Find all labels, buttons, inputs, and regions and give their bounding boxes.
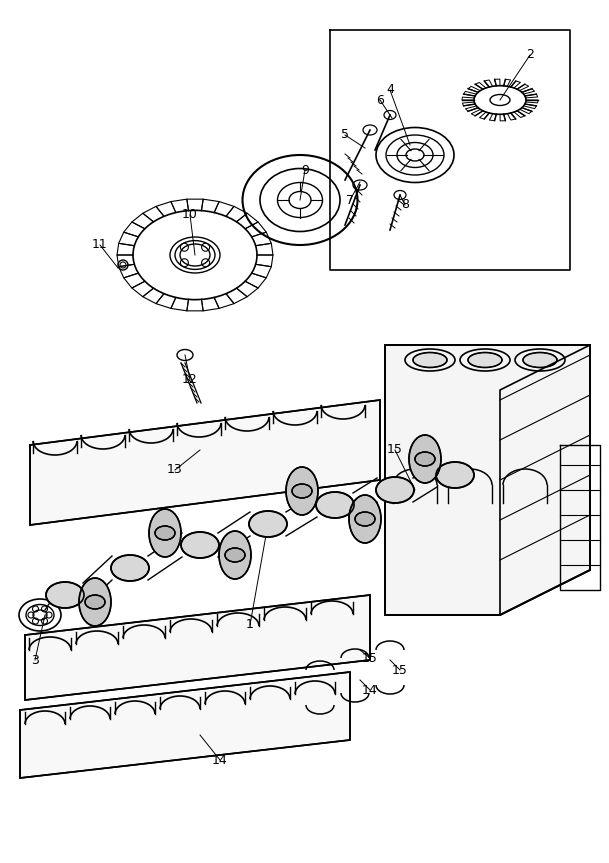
Text: 14: 14 <box>212 753 228 766</box>
Ellipse shape <box>292 484 312 498</box>
Ellipse shape <box>523 352 557 368</box>
Text: 10: 10 <box>182 209 198 222</box>
Ellipse shape <box>85 595 105 609</box>
Ellipse shape <box>413 352 447 368</box>
Text: 4: 4 <box>386 84 394 97</box>
Text: 3: 3 <box>31 653 39 666</box>
Text: 8: 8 <box>401 198 409 211</box>
Ellipse shape <box>111 555 149 581</box>
Text: 15: 15 <box>387 444 403 457</box>
Text: 5: 5 <box>341 129 349 142</box>
Ellipse shape <box>219 531 251 579</box>
Ellipse shape <box>316 492 354 518</box>
Text: 12: 12 <box>182 374 198 387</box>
Ellipse shape <box>409 435 441 483</box>
Text: 9: 9 <box>301 163 309 177</box>
Ellipse shape <box>349 495 381 543</box>
Ellipse shape <box>376 477 414 503</box>
Ellipse shape <box>79 578 111 626</box>
Ellipse shape <box>355 512 375 526</box>
Ellipse shape <box>225 548 245 562</box>
Text: 15: 15 <box>392 664 408 677</box>
Text: 1: 1 <box>246 619 254 632</box>
Polygon shape <box>30 400 380 525</box>
Ellipse shape <box>155 526 175 540</box>
Text: 14: 14 <box>362 683 378 696</box>
Ellipse shape <box>181 532 219 558</box>
Text: 13: 13 <box>167 463 183 476</box>
Polygon shape <box>20 672 350 778</box>
Ellipse shape <box>436 462 474 488</box>
Text: 6: 6 <box>376 93 384 106</box>
Ellipse shape <box>149 509 181 557</box>
Text: 11: 11 <box>92 238 108 251</box>
Polygon shape <box>25 595 370 700</box>
Ellipse shape <box>468 352 502 368</box>
Ellipse shape <box>286 467 318 515</box>
Ellipse shape <box>249 511 287 537</box>
Ellipse shape <box>415 452 435 466</box>
Text: 7: 7 <box>346 193 354 206</box>
Polygon shape <box>385 345 590 615</box>
Ellipse shape <box>46 582 84 608</box>
Text: 2: 2 <box>526 48 534 61</box>
Text: 15: 15 <box>362 652 378 665</box>
